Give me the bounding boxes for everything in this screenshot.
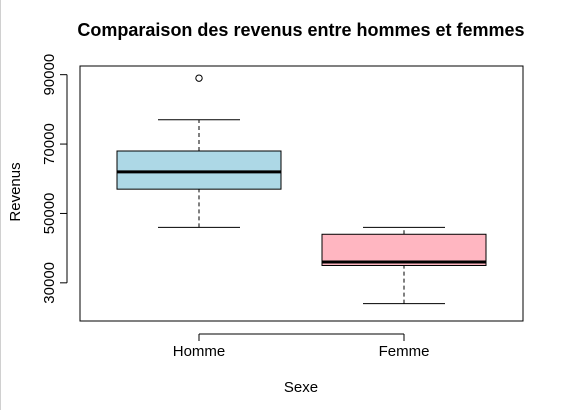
x-axis-label: Sexe [284, 379, 318, 396]
box-femme [321, 233, 487, 266]
y-tick-label: 70000 [41, 123, 58, 165]
box-homme [116, 150, 282, 190]
plot-area-border [79, 65, 524, 322]
outlier-point-homme [195, 74, 203, 82]
chart-title: Comparaison des revenus entre hommes et … [77, 20, 524, 40]
x-tick-label: Femme [379, 343, 430, 360]
x-tick-label: Homme [173, 343, 226, 360]
y-tick-label: 90000 [41, 54, 58, 96]
y-tick-label: 50000 [41, 193, 58, 235]
y-tick-label: 30000 [41, 262, 58, 304]
y-axis-label: Revenus [7, 162, 24, 221]
